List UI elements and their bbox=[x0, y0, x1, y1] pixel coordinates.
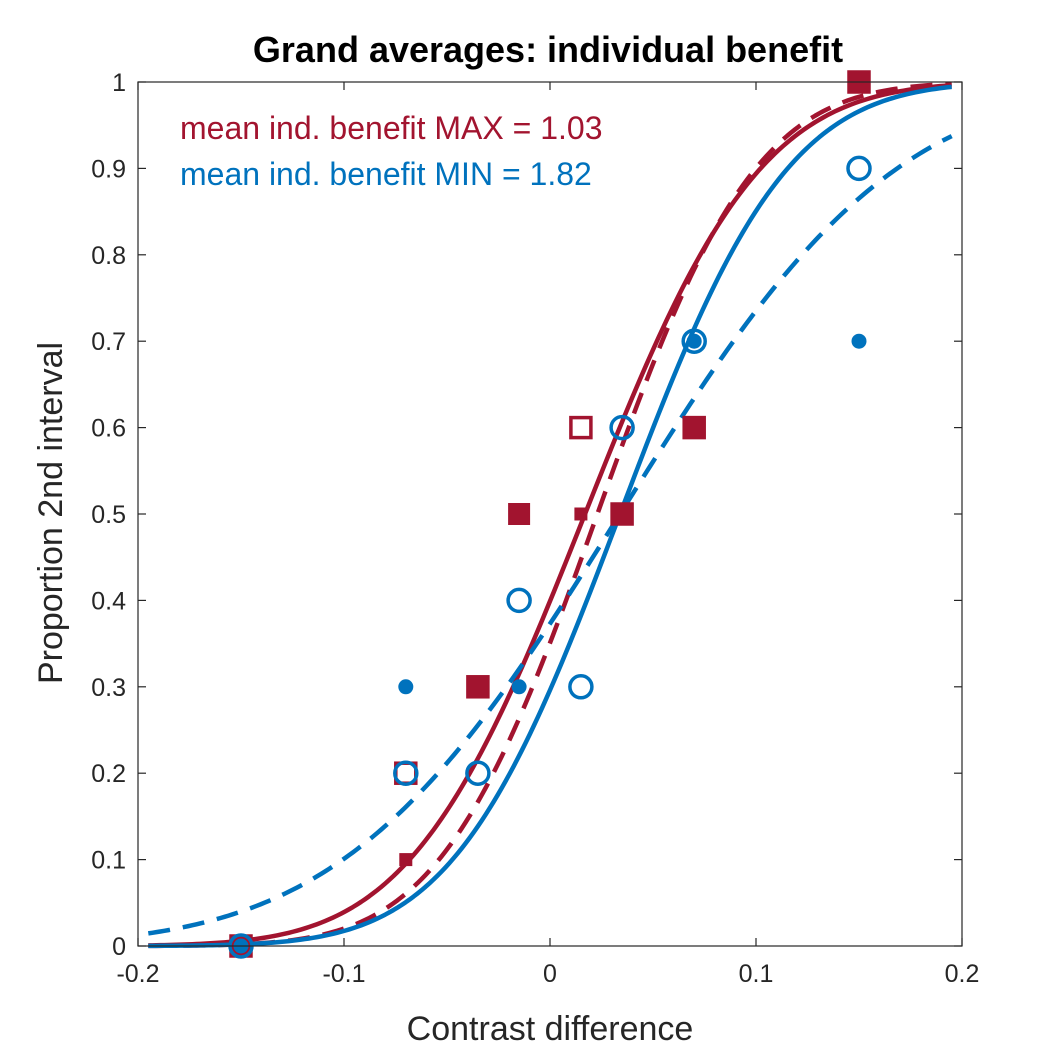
marker-min-open-circle bbox=[568, 674, 594, 700]
x-tick-label: -0.1 bbox=[322, 960, 365, 988]
y-tick-label: 1 bbox=[112, 69, 126, 97]
marker-min-open-circle bbox=[846, 155, 872, 182]
marker-min-open-circle bbox=[393, 760, 419, 786]
fit-curve-min-dashed bbox=[147, 134, 953, 936]
y-tick-label: 0 bbox=[112, 933, 126, 961]
marker-min-filled-circle bbox=[851, 333, 867, 349]
x-tick-label: 0.1 bbox=[739, 960, 774, 988]
marker-min-open-circle bbox=[465, 760, 491, 786]
y-axis-label: Proportion 2nd interval bbox=[32, 342, 70, 684]
marker-max-filled-square-small bbox=[399, 853, 413, 867]
annotations: mean ind. benefit MAX = 1.03 mean ind. be… bbox=[180, 110, 602, 192]
x-tick-label: 0.2 bbox=[945, 960, 980, 988]
x-tick-label: 0 bbox=[543, 960, 557, 988]
fit-curve-min-solid bbox=[148, 84, 952, 949]
fit-curve-max-solid bbox=[148, 82, 952, 948]
marker-max-filled-square-large bbox=[466, 675, 489, 698]
fit-curve-max-dashed bbox=[148, 81, 952, 949]
annotation-min: mean ind. benefit MIN = 1.82 bbox=[180, 156, 592, 192]
marker-max-filled-square-small bbox=[574, 507, 588, 521]
marker-min-open-circle bbox=[609, 414, 635, 441]
y-tick-label: 0.5 bbox=[91, 501, 126, 529]
marker-min-open-circle bbox=[506, 587, 532, 614]
x-tick-label: -0.2 bbox=[116, 960, 159, 988]
chart-title: Grand averages: individual benefit bbox=[253, 29, 843, 70]
y-tick-label: 0.4 bbox=[91, 587, 126, 615]
y-tick-label: 0.8 bbox=[91, 242, 126, 270]
fit-curves bbox=[147, 81, 953, 949]
y-tick-label: 0.3 bbox=[91, 674, 126, 702]
marker-max-open-square bbox=[569, 415, 593, 440]
y-tick-label: 0.6 bbox=[91, 415, 126, 443]
y-tick-label: 0.1 bbox=[91, 847, 126, 875]
data-markers bbox=[228, 70, 872, 959]
axes: -0.2 -0.1 0 0.1 0.2 0 0.1 0.2 0.3 0.4 0.5 0.6 0.7 0.8… bbox=[91, 69, 979, 988]
marker-min-open-circle bbox=[681, 328, 707, 354]
marker-min-filled-circle bbox=[686, 333, 702, 349]
y-tick-label: 0.2 bbox=[91, 760, 126, 788]
y-tick-label: 0.7 bbox=[91, 328, 126, 356]
y-tick-label: 0.9 bbox=[91, 155, 126, 183]
marker-min-filled-circle bbox=[398, 679, 414, 695]
marker-min-filled-circle bbox=[511, 679, 527, 695]
marker-max-filled-square-large bbox=[508, 503, 531, 525]
marker-max-filled-square-large bbox=[611, 503, 634, 525]
x-axis-label: Contrast difference bbox=[407, 1010, 694, 1048]
annotation-max: mean ind. benefit MAX = 1.03 bbox=[180, 110, 602, 146]
marker-max-filled-square-large bbox=[683, 416, 706, 439]
